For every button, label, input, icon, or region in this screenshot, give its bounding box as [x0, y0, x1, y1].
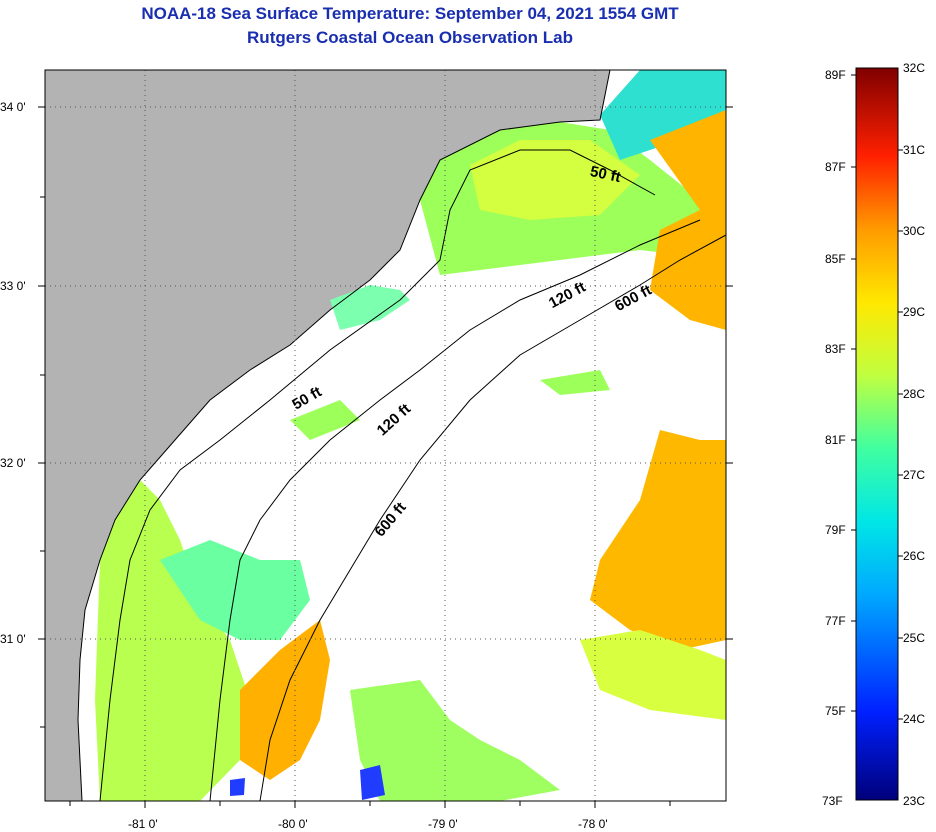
isobath-120ft	[209, 219, 701, 801]
tick-marks	[38, 106, 733, 808]
lat-tick-label: 34 0'	[0, 100, 26, 114]
isobath-600ft	[259, 234, 726, 801]
sst-northern-shelf-warm	[470, 140, 640, 220]
colorbar-f-label: 89F	[825, 68, 846, 82]
colorbar-c-label: 26C	[903, 549, 925, 563]
sst-mid-patch	[290, 370, 610, 440]
graticule	[45, 70, 726, 801]
sst-south-warm-plume	[240, 620, 330, 780]
map-subtitle: Rutgers Coastal Ocean Observation Lab	[247, 28, 573, 47]
colorbar-c-label: 30C	[903, 224, 925, 238]
sst-cold-spots	[230, 765, 385, 800]
sst-south-coastal	[95, 480, 250, 801]
colorbar-f-label: 79F	[825, 523, 846, 537]
colorbar-f-label: 73F	[822, 794, 843, 808]
lon-tick-label: -78 0'	[578, 817, 608, 831]
sst-offshore-warm	[590, 430, 726, 650]
colorbar-f-label: 81F	[825, 433, 846, 447]
sst-southern-patch	[350, 680, 560, 801]
colorbar	[855, 67, 899, 801]
colorbar-c-label: 27C	[903, 468, 925, 482]
map-frame	[44, 69, 727, 802]
lat-tick-label: 32 0'	[0, 456, 26, 470]
coastline	[77, 70, 611, 801]
lon-tick-label: -80 0'	[278, 817, 308, 831]
sst-coastal-cyan	[600, 70, 726, 160]
lat-tick-label: 31 0'	[0, 632, 26, 646]
colorbar-c-label: 25C	[903, 631, 925, 645]
sst-northeast-warm	[650, 110, 726, 330]
colorbar-c-label: 31C	[903, 143, 925, 157]
colorbar-f-label: 77F	[825, 614, 846, 628]
colorbar-ticks	[851, 74, 903, 720]
map-title: NOAA-18 Sea Surface Temperature: Septemb…	[141, 4, 679, 23]
colorbar-f-label: 87F	[825, 160, 846, 174]
colorbar-c-label: 29C	[903, 305, 925, 319]
contour-label-50ft-north: 50 ft	[589, 163, 623, 186]
sst-offshore-yellow	[580, 630, 726, 720]
colorbar-c-label: 23C	[903, 794, 925, 808]
colorbar-c-label: 28C	[903, 387, 925, 401]
colorbar-c-label: 32C	[903, 61, 925, 75]
lat-tick-label: 33 0'	[0, 279, 26, 293]
lon-tick-label: -81 0'	[128, 817, 158, 831]
colorbar-c-label: 24C	[903, 712, 925, 726]
colorbar-f-label: 75F	[825, 704, 846, 718]
colorbar-f-label: 85F	[825, 252, 846, 266]
lon-tick-label: -79 0'	[428, 817, 458, 831]
land-area	[45, 70, 610, 801]
colorbar-f-label: 83F	[825, 342, 846, 356]
sst-mid-shelf	[330, 285, 410, 330]
isobath-50ft	[99, 149, 656, 801]
